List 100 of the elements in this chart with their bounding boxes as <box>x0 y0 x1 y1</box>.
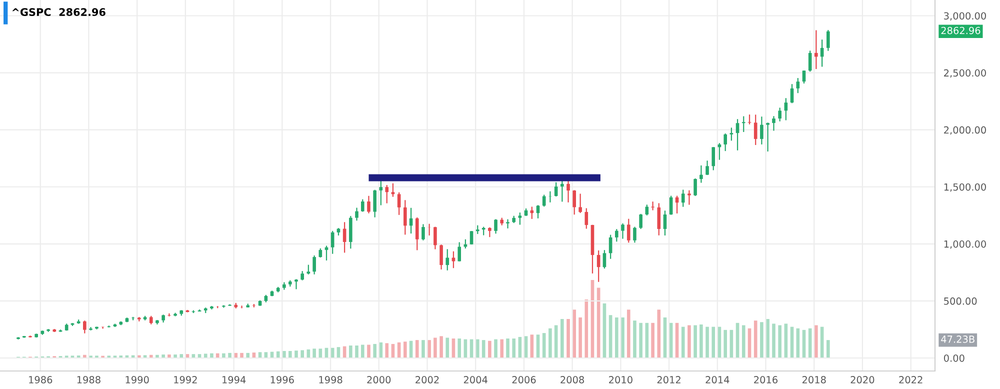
bar <box>204 354 208 358</box>
bar <box>500 339 504 358</box>
candlestick <box>330 230 334 254</box>
bar <box>210 353 214 358</box>
bar <box>657 310 661 358</box>
y-tick-label: 1,000.00 <box>944 240 986 249</box>
candlestick <box>694 178 697 197</box>
bar <box>512 338 516 358</box>
candlestick <box>470 230 474 246</box>
candlestick <box>826 29 830 52</box>
bar <box>688 325 691 358</box>
x-tick-label: 2012 <box>657 376 680 384</box>
bar <box>276 351 280 358</box>
x-tick-label: 2006 <box>512 376 536 384</box>
y-tick-label: 0.00 <box>944 354 964 362</box>
bar <box>300 350 304 358</box>
candlestick <box>422 224 425 241</box>
candlestick <box>621 222 624 240</box>
y-tick-label: 2,500.00 <box>944 69 986 78</box>
candlestick <box>760 116 764 145</box>
candlestick <box>168 312 171 317</box>
candlestick <box>700 164 703 184</box>
text: ^GSPC 2862.96 <box>12 8 106 16</box>
text: 47.23B <box>941 336 974 343</box>
bar <box>694 325 697 358</box>
candlestick <box>452 250 456 269</box>
candlestick <box>614 228 618 242</box>
candlestick <box>802 70 806 84</box>
candlestick <box>766 122 770 152</box>
bar <box>228 352 232 358</box>
candlestick <box>458 242 462 262</box>
x-tick-label: 1990 <box>126 376 149 384</box>
candlestick <box>385 184 389 204</box>
candlestick <box>379 180 383 206</box>
candlestick <box>434 226 437 250</box>
x-tick-label: 2018 <box>802 376 826 384</box>
candlestick <box>742 116 746 133</box>
y-tick-label: 2,000.00 <box>944 126 986 135</box>
candlestick <box>730 127 734 142</box>
candlestick <box>464 238 468 250</box>
bar <box>168 354 171 358</box>
bar <box>476 339 480 358</box>
candlestick <box>542 194 546 208</box>
candlestick <box>578 193 582 214</box>
bar <box>766 319 770 358</box>
candlestick <box>808 50 812 72</box>
text: 2862.96 <box>941 26 980 34</box>
x-tick-label: 2010 <box>609 376 632 384</box>
candlestick <box>536 204 540 219</box>
bar <box>826 340 830 358</box>
x-tick-label: 1986 <box>29 376 52 384</box>
bar <box>458 338 462 358</box>
bar <box>355 346 358 358</box>
bar <box>349 346 352 358</box>
bar <box>814 325 818 358</box>
bar <box>681 326 685 358</box>
bar <box>222 353 226 358</box>
candlestick <box>572 190 576 216</box>
bar <box>712 326 716 358</box>
candlestick <box>367 195 370 214</box>
bar <box>367 344 370 358</box>
candlestick <box>560 180 564 202</box>
x-tick-label: 1994 <box>222 376 246 384</box>
bar <box>614 317 618 358</box>
x-tick-label: 1992 <box>174 376 197 384</box>
y-tick-label: 3,000.00 <box>944 12 986 21</box>
x-tick-label: 2002 <box>416 376 439 384</box>
bar <box>754 320 758 358</box>
bar <box>422 340 425 358</box>
candlestick <box>669 195 673 216</box>
bar <box>506 338 510 358</box>
candlestick <box>306 264 310 275</box>
candlestick <box>602 250 606 270</box>
bar <box>639 322 642 358</box>
candlestick <box>584 208 588 230</box>
bar <box>440 336 443 358</box>
candlestick <box>440 244 443 270</box>
y-tick-label: 1,500.00 <box>944 183 986 192</box>
x-tick-label: 1988 <box>77 376 100 384</box>
bar <box>246 352 250 358</box>
bar <box>446 338 450 358</box>
candlestick <box>240 305 244 309</box>
bar <box>651 322 654 358</box>
candlestick <box>488 226 492 238</box>
bar <box>312 348 316 358</box>
bar <box>760 322 764 358</box>
candlestick <box>300 270 304 281</box>
bar <box>180 354 184 358</box>
bar <box>626 310 630 358</box>
bar <box>294 350 298 358</box>
candlestick <box>554 182 558 198</box>
bar <box>415 340 419 358</box>
candlestick <box>772 116 776 132</box>
bar <box>784 324 788 358</box>
candlestick <box>712 146 716 171</box>
candlestick <box>360 198 364 212</box>
bar <box>554 325 558 358</box>
candlestick <box>639 213 642 230</box>
bar <box>566 319 570 358</box>
candlestick <box>754 114 758 146</box>
